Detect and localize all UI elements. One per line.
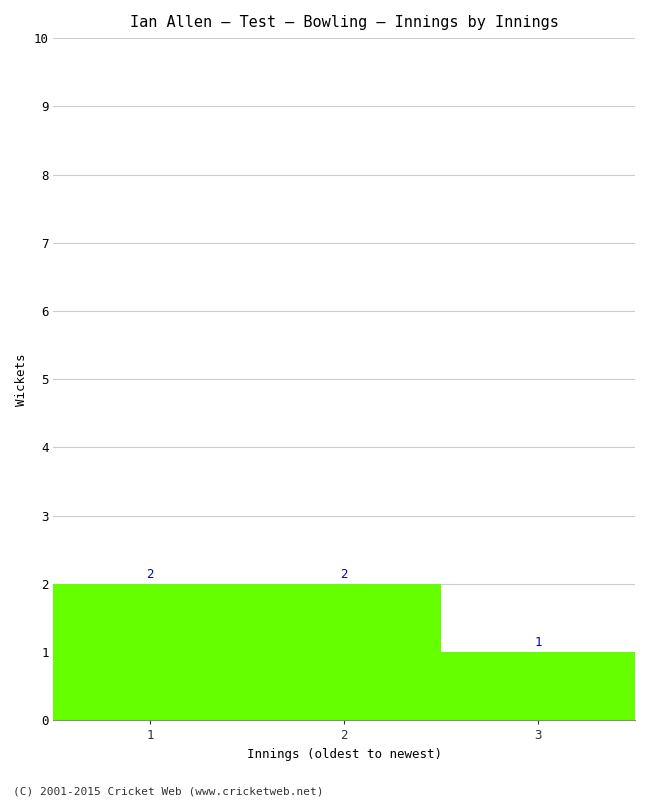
Text: 2: 2 xyxy=(341,567,348,581)
Bar xyxy=(53,584,247,721)
Bar xyxy=(441,652,635,721)
Text: 1: 1 xyxy=(534,636,542,649)
Text: 2: 2 xyxy=(147,567,154,581)
X-axis label: Innings (oldest to newest): Innings (oldest to newest) xyxy=(247,748,442,761)
Bar xyxy=(247,584,441,721)
Title: Ian Allen – Test – Bowling – Innings by Innings: Ian Allen – Test – Bowling – Innings by … xyxy=(130,15,558,30)
Y-axis label: Wickets: Wickets xyxy=(15,353,28,406)
Text: (C) 2001-2015 Cricket Web (www.cricketweb.net): (C) 2001-2015 Cricket Web (www.cricketwe… xyxy=(13,786,324,796)
